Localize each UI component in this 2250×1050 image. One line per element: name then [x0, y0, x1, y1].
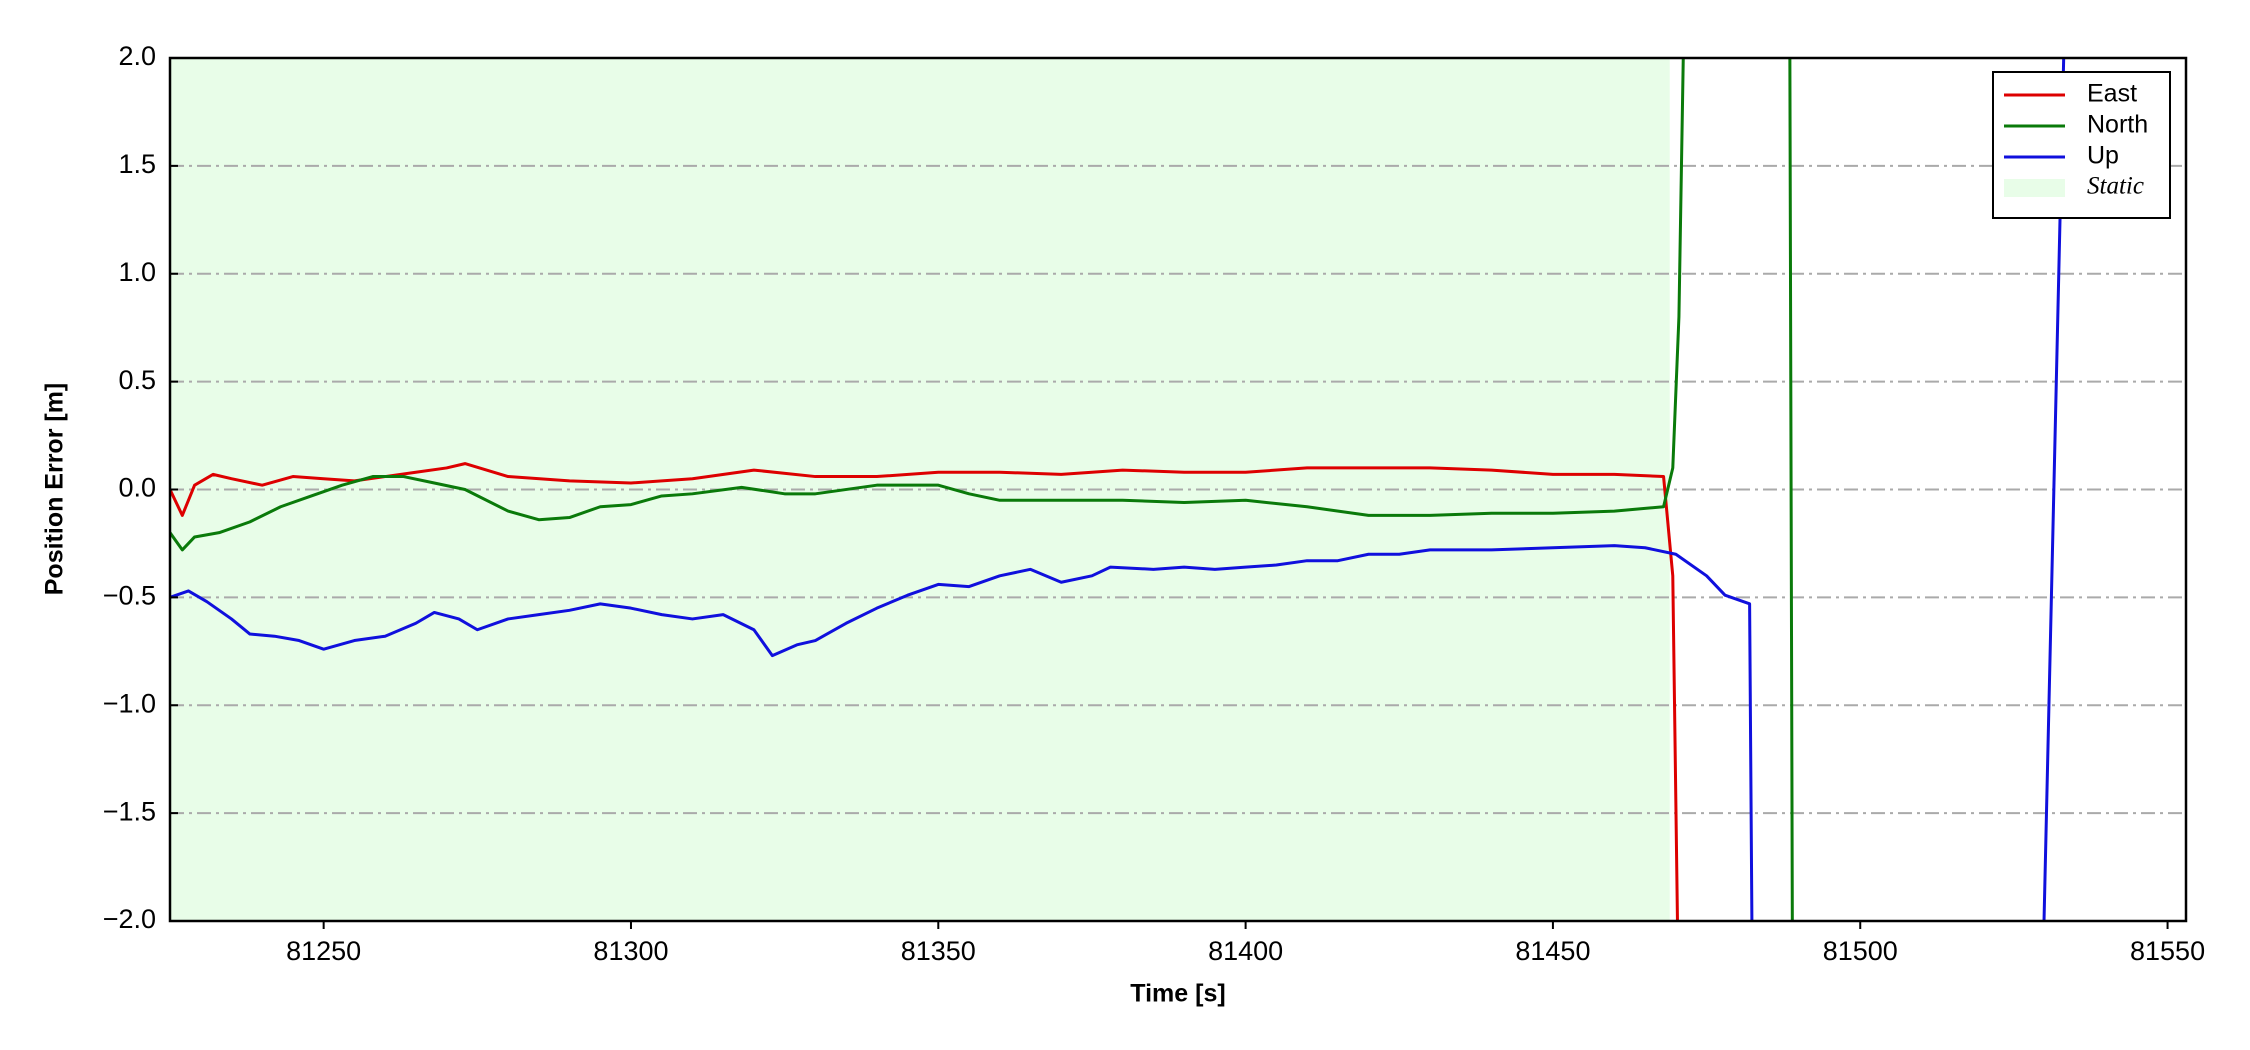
x-tick-label: 81250: [286, 936, 361, 966]
x-tick-label: 81500: [1823, 936, 1898, 966]
series-line: [170, 58, 2066, 921]
y-tick-label: −2.0: [103, 904, 156, 934]
legend-swatch: [2004, 179, 2065, 197]
x-tick-label: 81300: [593, 936, 668, 966]
legend-label: Static: [2087, 173, 2144, 200]
y-tick-label: 0.0: [118, 473, 156, 503]
legend-label: North: [2087, 111, 2148, 139]
series-line: [170, 58, 1794, 921]
x-axis-label: Time [s]: [1130, 980, 1225, 1008]
series-line: [170, 462, 1679, 921]
y-tick-label: −0.5: [103, 581, 156, 611]
y-tick-label: −1.5: [103, 796, 156, 826]
x-tick-label: 81450: [1515, 936, 1590, 966]
y-tick-label: 1.5: [118, 149, 156, 179]
y-axis-label: Position Error [m]: [41, 383, 69, 596]
x-tick-label: 81350: [901, 936, 976, 966]
legend-label: Up: [2087, 142, 2119, 170]
y-tick-label: −1.0: [103, 688, 156, 718]
legend-label: East: [2087, 80, 2137, 108]
y-tick-label: 2.0: [118, 41, 156, 71]
y-tick-label: 1.0: [118, 257, 156, 287]
x-tick-label: 81400: [1208, 936, 1283, 966]
x-tick-label: 81550: [2130, 936, 2205, 966]
y-tick-label: 0.5: [118, 365, 156, 395]
